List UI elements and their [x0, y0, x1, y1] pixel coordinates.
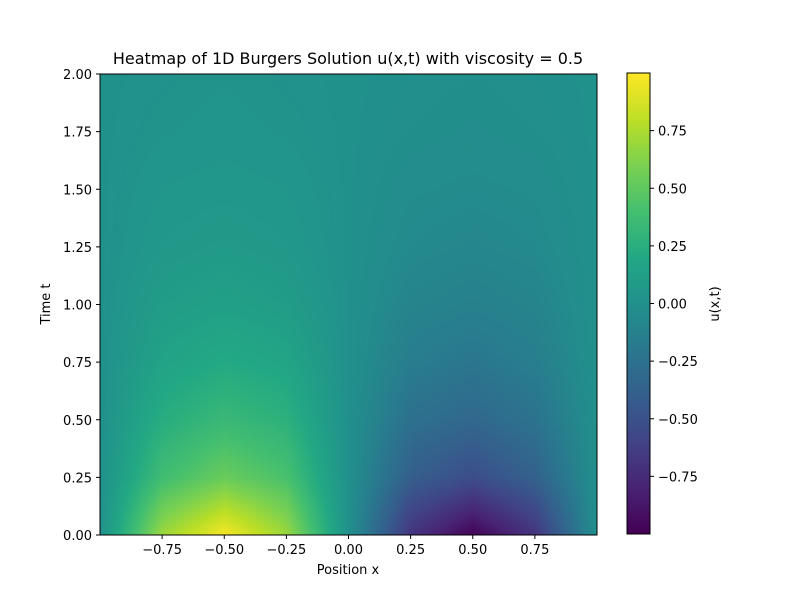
- heatmap-plot-area: [99, 73, 598, 536]
- x-tick-label: −0.25: [266, 543, 306, 558]
- colorbar-tick-label: −0.25: [658, 355, 698, 370]
- x-axis-label: Position x: [317, 563, 380, 578]
- colorbar-tick-label: 0.00: [658, 298, 687, 313]
- heatmap-image: [100, 74, 597, 535]
- y-tick-label: 1.00: [63, 299, 92, 314]
- y-tick-label: 0.75: [63, 356, 92, 371]
- y-tick-label: 0.25: [63, 471, 92, 486]
- colorbar-gradient: [627, 73, 650, 534]
- y-tick-label: 1.75: [63, 126, 92, 141]
- colorbar: −0.75 −0.50 −0.25 0.00 0.25 0.50 0.75 u(x,t): [626, 72, 723, 535]
- x-tick-label: −0.50: [204, 543, 244, 558]
- x-tick-label: −0.75: [142, 543, 182, 558]
- y-tick-label: 2.00: [63, 68, 92, 83]
- y-axis-label: Time t: [39, 283, 54, 325]
- y-tick-label: 1.25: [63, 241, 92, 256]
- x-axis: −0.75 −0.50 −0.25 0.00 0.25 0.50 0.75: [142, 535, 549, 558]
- x-tick-label: 0.75: [520, 543, 549, 558]
- y-axis: 0.00 0.25 0.50 0.75 1.00 1.25 1.50 1.75 2.00: [63, 68, 100, 544]
- x-tick-label: 0.50: [458, 543, 487, 558]
- colorbar-tick-label: −0.75: [658, 470, 698, 485]
- colorbar-tick-label: 0.50: [658, 182, 687, 197]
- y-tick-label: 0.50: [63, 414, 92, 429]
- y-tick-label: 0.00: [63, 529, 92, 544]
- colorbar-tick-label: 0.25: [658, 240, 687, 255]
- chart-title: Heatmap of 1D Burgers Solution u(x,t) wi…: [113, 49, 583, 68]
- x-tick-label: 0.25: [396, 543, 425, 558]
- colorbar-label: u(x,t): [708, 286, 723, 321]
- colorbar-tick-label: −0.50: [658, 413, 698, 428]
- colorbar-tick-label: 0.75: [658, 125, 687, 140]
- y-tick-label: 1.50: [63, 183, 92, 198]
- x-tick-label: 0.00: [334, 543, 363, 558]
- colorbar-axis: −0.75 −0.50 −0.25 0.00 0.25 0.50 0.75: [650, 125, 698, 485]
